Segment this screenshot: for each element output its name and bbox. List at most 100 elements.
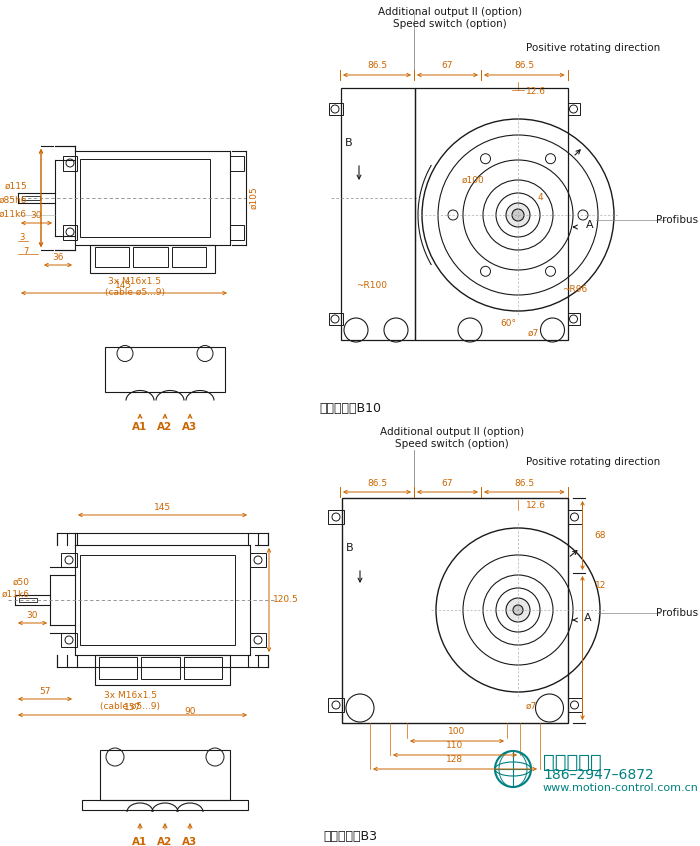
Text: 带外壳支脚B3: 带外壳支脚B3: [323, 829, 377, 843]
Bar: [141, 657, 180, 679]
Text: 12: 12: [594, 581, 606, 591]
Bar: [61, 553, 77, 567]
Bar: [230, 156, 244, 171]
Bar: [61, 633, 77, 647]
Text: 30: 30: [31, 211, 42, 219]
Text: Positive rotating direction: Positive rotating direction: [526, 457, 660, 467]
Text: ~R96: ~R96: [563, 285, 588, 294]
Text: ø11k6: ø11k6: [0, 210, 27, 218]
Text: A1: A1: [132, 837, 148, 846]
Circle shape: [506, 203, 530, 227]
Text: ø115: ø115: [4, 182, 27, 190]
Text: Additional output II (option): Additional output II (option): [378, 7, 522, 17]
Bar: [105, 348, 225, 393]
Circle shape: [513, 605, 523, 615]
Text: 128: 128: [447, 755, 463, 765]
Bar: [328, 698, 344, 712]
Text: ø7: ø7: [528, 328, 539, 338]
Text: Positive rotating direction: Positive rotating direction: [526, 43, 660, 53]
Bar: [19, 598, 37, 602]
Bar: [230, 225, 244, 240]
Bar: [100, 750, 230, 800]
Bar: [342, 498, 568, 723]
Bar: [568, 510, 582, 524]
Text: 110: 110: [447, 741, 463, 750]
Text: 157: 157: [124, 702, 141, 711]
Bar: [250, 553, 266, 567]
Bar: [328, 510, 344, 524]
Text: B: B: [345, 138, 353, 148]
Text: Profibus: Profibus: [656, 608, 698, 618]
Text: A2: A2: [158, 422, 173, 432]
Text: 3x M16x1.5
(cable ø5...9): 3x M16x1.5 (cable ø5...9): [100, 691, 160, 711]
Text: 西安德伍拓: 西安德伍拓: [543, 752, 602, 772]
Text: A1: A1: [132, 422, 148, 432]
Bar: [250, 633, 266, 647]
Text: B: B: [346, 543, 354, 553]
Text: Additional output II (option): Additional output II (option): [380, 427, 524, 437]
Text: 12.6: 12.6: [526, 501, 546, 509]
Text: A3: A3: [183, 837, 197, 846]
Text: 60°: 60°: [500, 318, 516, 327]
Text: 90: 90: [184, 706, 196, 716]
Bar: [99, 657, 137, 679]
Bar: [329, 103, 343, 115]
Text: 67: 67: [442, 62, 454, 70]
Text: 145: 145: [116, 281, 132, 289]
Text: ø105: ø105: [249, 187, 258, 209]
Text: Speed switch (option): Speed switch (option): [393, 19, 507, 29]
Bar: [63, 225, 77, 240]
Bar: [63, 156, 77, 171]
Bar: [341, 88, 415, 340]
Bar: [133, 247, 168, 267]
Text: 30: 30: [27, 611, 38, 619]
Text: ø100: ø100: [461, 175, 484, 184]
Bar: [172, 247, 206, 267]
Text: 67: 67: [442, 479, 454, 487]
Text: 带欧式法兰B10: 带欧式法兰B10: [319, 402, 381, 415]
Text: 36: 36: [52, 252, 64, 261]
Text: 86.5: 86.5: [514, 479, 534, 487]
Bar: [80, 159, 210, 237]
Text: Speed switch (option): Speed switch (option): [395, 439, 509, 449]
Bar: [80, 555, 235, 645]
Bar: [415, 88, 568, 340]
Text: 3x M16x1.5
(cable ø5...9): 3x M16x1.5 (cable ø5...9): [105, 277, 165, 297]
Text: ~R100: ~R100: [356, 281, 387, 289]
Text: 68: 68: [594, 531, 606, 541]
Bar: [568, 313, 580, 325]
Text: 4: 4: [537, 193, 542, 201]
Text: 7: 7: [23, 246, 29, 255]
Text: 100: 100: [449, 728, 466, 737]
Text: A2: A2: [158, 837, 173, 846]
Text: 186–2947–6872: 186–2947–6872: [543, 768, 654, 782]
Text: 12.6: 12.6: [526, 87, 546, 96]
Bar: [568, 698, 582, 712]
Text: ø50: ø50: [13, 578, 30, 586]
Text: 86.5: 86.5: [367, 479, 387, 487]
Text: 86.5: 86.5: [367, 62, 387, 70]
Bar: [183, 657, 222, 679]
Text: 57: 57: [39, 686, 50, 695]
Bar: [82, 800, 248, 810]
Text: A: A: [584, 613, 592, 623]
Text: Profibus: Profibus: [656, 215, 698, 225]
Text: 86.5: 86.5: [514, 62, 534, 70]
Bar: [568, 103, 580, 115]
Circle shape: [512, 209, 524, 221]
Text: ø11k6: ø11k6: [2, 590, 30, 598]
Bar: [329, 313, 343, 325]
Text: 3: 3: [19, 233, 24, 243]
Bar: [90, 245, 215, 273]
Text: ø7: ø7: [526, 701, 538, 711]
Text: A3: A3: [183, 422, 197, 432]
Text: ø85h6: ø85h6: [0, 195, 27, 205]
Circle shape: [506, 598, 530, 622]
Text: A: A: [586, 220, 594, 230]
Text: 120.5: 120.5: [273, 596, 299, 605]
Bar: [95, 655, 230, 685]
Bar: [95, 247, 130, 267]
Text: www.motion-control.com.cn: www.motion-control.com.cn: [543, 783, 699, 793]
Text: 145: 145: [154, 503, 171, 512]
Bar: [22, 196, 40, 200]
